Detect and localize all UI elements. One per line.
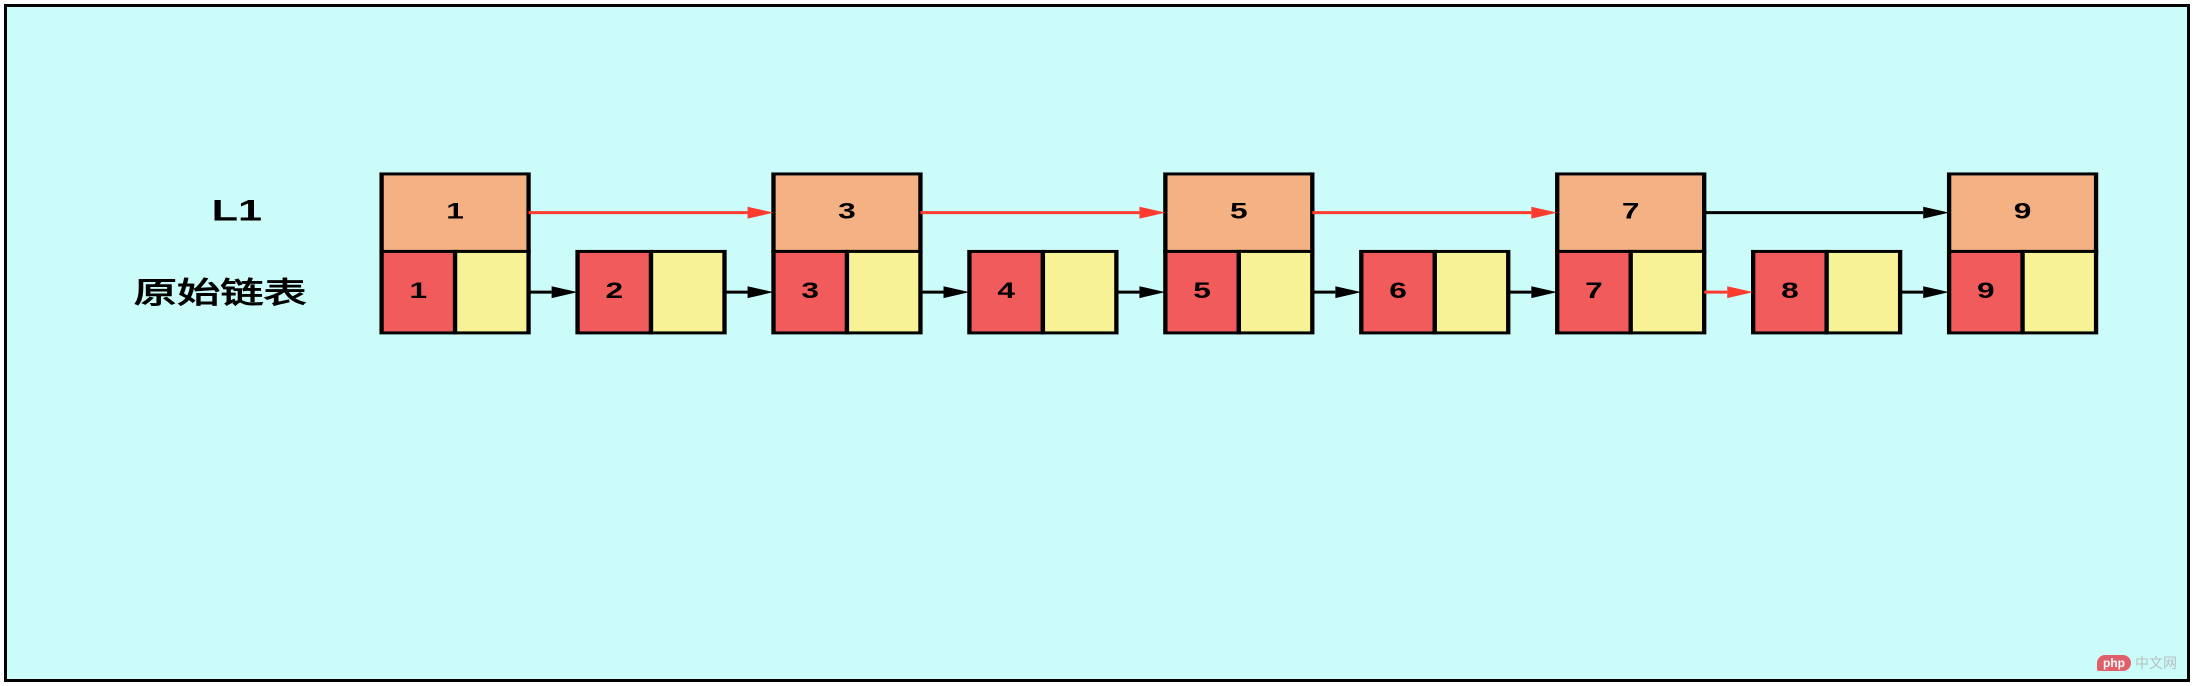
list-node-next: [1239, 251, 1312, 332]
list-node-next: [455, 251, 528, 332]
watermark: php 中文网: [2097, 653, 2177, 673]
list-node-next: [1435, 251, 1508, 332]
svg-text:3: 3: [801, 278, 819, 303]
svg-text:9: 9: [1977, 278, 1995, 303]
svg-text:7: 7: [1622, 198, 1640, 223]
svg-text:L1: L1: [212, 193, 262, 227]
list-node-next: [847, 251, 920, 332]
svg-text:2: 2: [605, 278, 623, 303]
svg-text:5: 5: [1230, 198, 1248, 223]
diagram-canvas: L1 原始链表 1 3 5 7 9 1 2 3 4 5 6 7 8 9: [7, 7, 2187, 679]
list-node-next: [2023, 251, 2096, 332]
diagram-container: L1 原始链表 1 3 5 7 9 1 2 3 4 5 6 7 8 9 php 中文网: [4, 4, 2190, 682]
svg-text:6: 6: [1389, 278, 1407, 303]
svg-text:3: 3: [838, 198, 856, 223]
list-node-next: [1827, 251, 1900, 332]
list-node-next: [1043, 251, 1116, 332]
svg-text:9: 9: [2014, 198, 2032, 223]
svg-text:1: 1: [410, 278, 428, 303]
list-node-next: [651, 251, 724, 332]
svg-text:4: 4: [997, 278, 1015, 303]
svg-text:7: 7: [1585, 278, 1603, 303]
svg-text:原始链表: 原始链表: [134, 276, 307, 310]
watermark-text: 中文网: [2135, 653, 2177, 673]
svg-text:1: 1: [446, 198, 464, 223]
svg-text:5: 5: [1193, 278, 1211, 303]
svg-text:8: 8: [1781, 278, 1799, 303]
list-node-next: [1631, 251, 1704, 332]
watermark-logo: php: [2097, 655, 2131, 671]
